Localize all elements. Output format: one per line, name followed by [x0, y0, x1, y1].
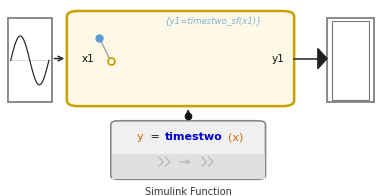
Text: Simulink Function: Simulink Function: [145, 187, 231, 196]
Text: (x): (x): [228, 132, 244, 142]
FancyBboxPatch shape: [67, 11, 294, 106]
Text: =: =: [147, 132, 164, 142]
Text: x1: x1: [81, 54, 94, 64]
FancyBboxPatch shape: [111, 121, 265, 179]
Bar: [112, 154, 265, 179]
Bar: [327, 18, 374, 103]
Text: y1: y1: [272, 54, 285, 64]
Text: y: y: [137, 132, 144, 142]
Text: {y1=timestwo_sf(x1)}: {y1=timestwo_sf(x1)}: [165, 17, 263, 26]
Text: timestwo: timestwo: [165, 132, 223, 142]
Bar: [332, 21, 369, 100]
Polygon shape: [318, 48, 327, 69]
Bar: [8, 18, 52, 103]
